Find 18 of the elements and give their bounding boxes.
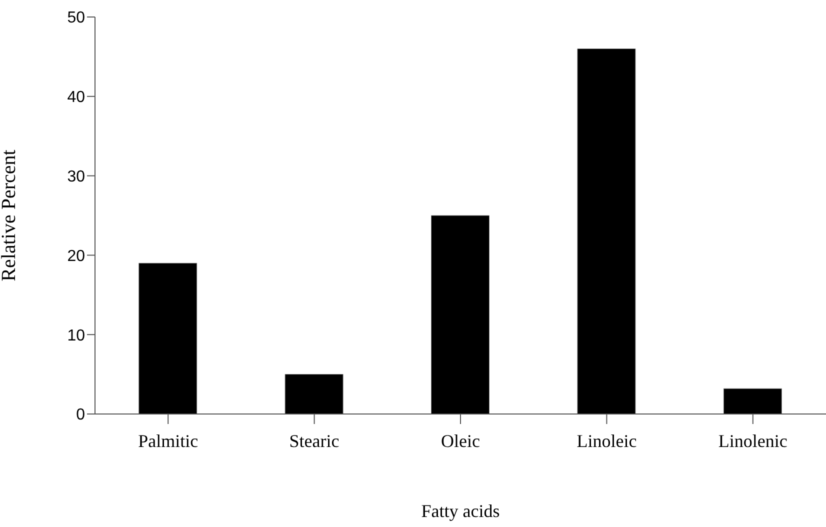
bar [723, 388, 782, 414]
y-tick-label: 0 [76, 406, 86, 424]
x-tick-label: Palmitic [138, 430, 198, 451]
y-tick-label: 50 [67, 10, 86, 27]
y-tick-label: 40 [67, 89, 86, 106]
x-tick-label: Linolenic [718, 430, 788, 451]
x-tick-label: Stearic [289, 430, 340, 451]
y-tick-label: 30 [67, 168, 86, 186]
y-tick-label: 20 [67, 248, 86, 265]
y-tick-label: 10 [67, 327, 86, 344]
x-axis-title: Fatty acids [421, 501, 500, 521]
bar [138, 262, 198, 414]
y-axis-title: Relative Percent [0, 149, 20, 282]
bar [284, 374, 344, 414]
bar [431, 215, 490, 414]
x-tick-label: Linoleic [576, 430, 637, 451]
x-tick-label: Oleic [441, 430, 480, 451]
bar [577, 48, 636, 414]
